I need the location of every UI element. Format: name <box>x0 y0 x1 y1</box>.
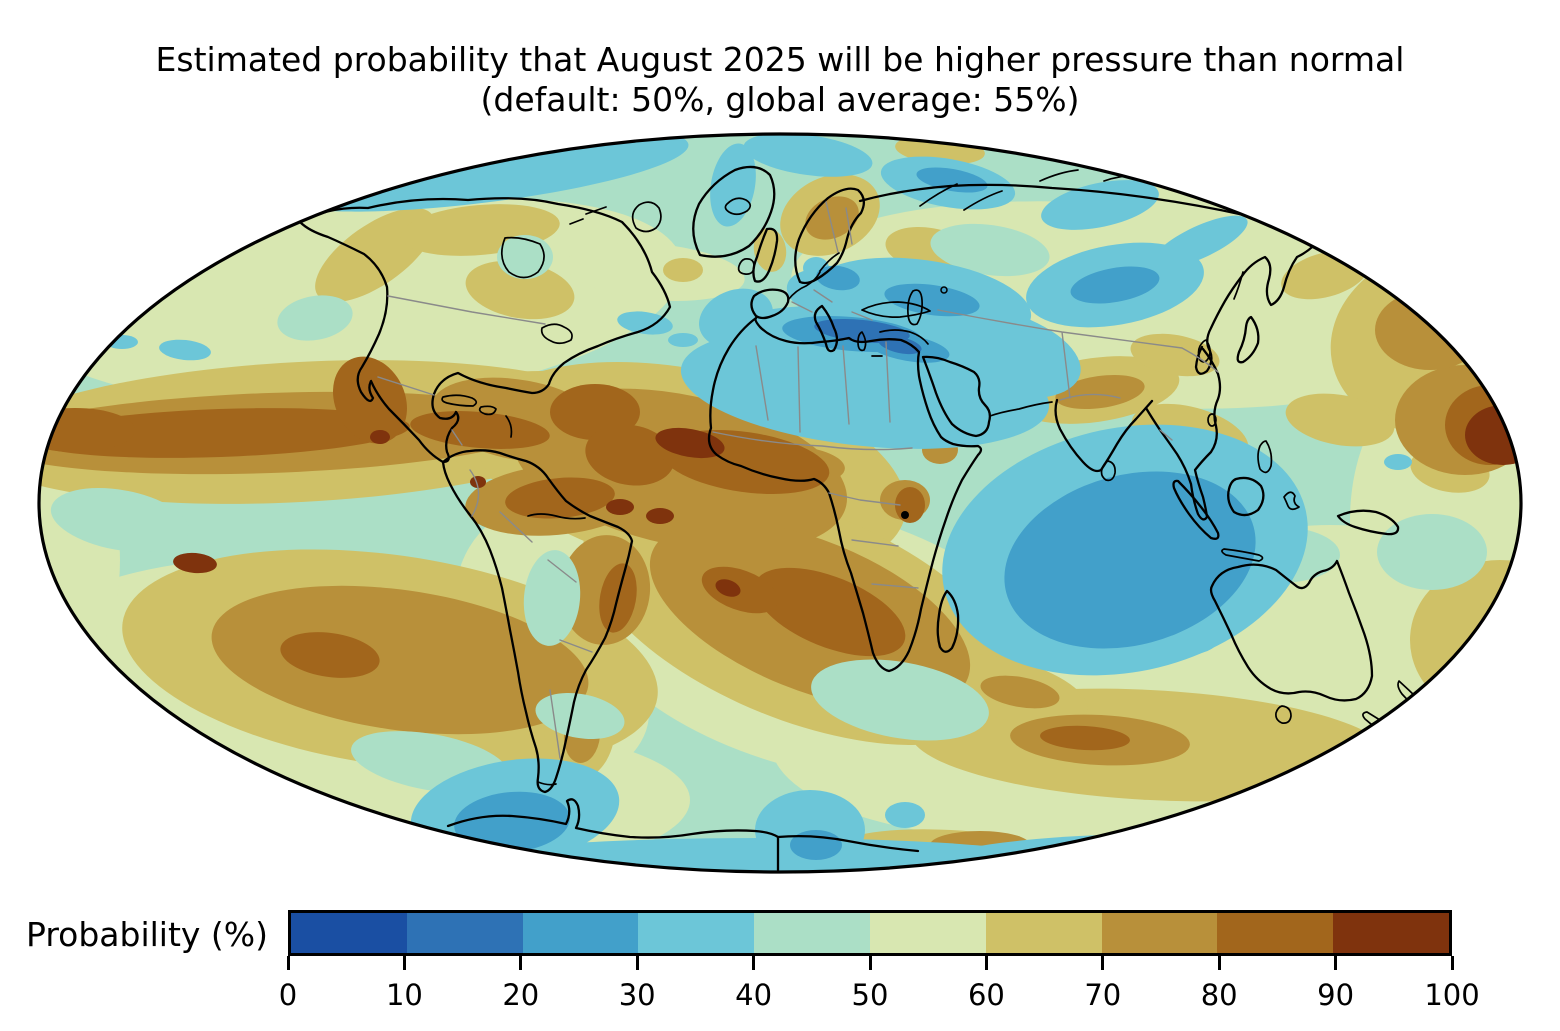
colorbar-segment <box>291 913 407 953</box>
antarctica-coast <box>446 798 920 872</box>
colorbar-tick <box>752 956 756 970</box>
map-outline <box>37 132 1523 874</box>
colorbar-tick-labels: 0 10 20 30 40 50 60 70 80 90 100 <box>279 978 1480 1012</box>
colorbar-tick-label: 60 <box>967 978 1005 1012</box>
colorbar-tick-label: 50 <box>851 978 889 1012</box>
colorbar-segment <box>638 913 755 953</box>
figure-title: Estimated probability that August 2025 w… <box>0 40 1560 120</box>
colorbar-tick-label: 20 <box>502 978 540 1012</box>
colorbar-segment <box>754 913 870 953</box>
colorbar-tick <box>1101 956 1105 970</box>
colorbar-tick <box>984 956 988 970</box>
colorbar-tick <box>519 956 523 970</box>
colorbar-tick-label: 90 <box>1317 978 1355 1012</box>
country-borders <box>377 201 1219 759</box>
colorbar-tick <box>286 956 290 970</box>
colorbar-tick <box>1217 956 1221 970</box>
colorbar-tick <box>1334 956 1338 970</box>
coastlines <box>298 165 1424 872</box>
colorbar-tick-label: 80 <box>1200 978 1238 1012</box>
title-line-1: Estimated probability that August 2025 w… <box>155 40 1405 79</box>
title-line-2: (default: 50%, global average: 55%) <box>480 80 1080 119</box>
colorbar-segment <box>1217 913 1334 953</box>
colorbar-tick-label: 30 <box>618 978 656 1012</box>
colorbar-segment <box>985 913 1102 953</box>
colorbar-label: Probability (%) <box>26 915 269 954</box>
colorbar-segment <box>1333 913 1449 953</box>
colorbar-tick-label: 0 <box>278 978 298 1012</box>
colorbar-segment <box>522 913 639 953</box>
colorbar-tick <box>1450 956 1454 970</box>
colorbar-tick-label: 100 <box>1424 978 1480 1012</box>
colorbar-tick-label: 40 <box>735 978 773 1012</box>
colorbar-tick <box>402 956 406 970</box>
colorbar-tick <box>868 956 872 970</box>
colorbar <box>288 910 1452 956</box>
colorbar-tick <box>635 956 639 970</box>
colorbar-segment <box>406 913 523 953</box>
colorbar-tick-label: 70 <box>1084 978 1122 1012</box>
colorbar-segment <box>1101 913 1218 953</box>
colorbar-tick-label: 10 <box>385 978 423 1012</box>
colorbar-segment <box>869 913 986 953</box>
colorbar-ticks <box>286 956 1454 970</box>
